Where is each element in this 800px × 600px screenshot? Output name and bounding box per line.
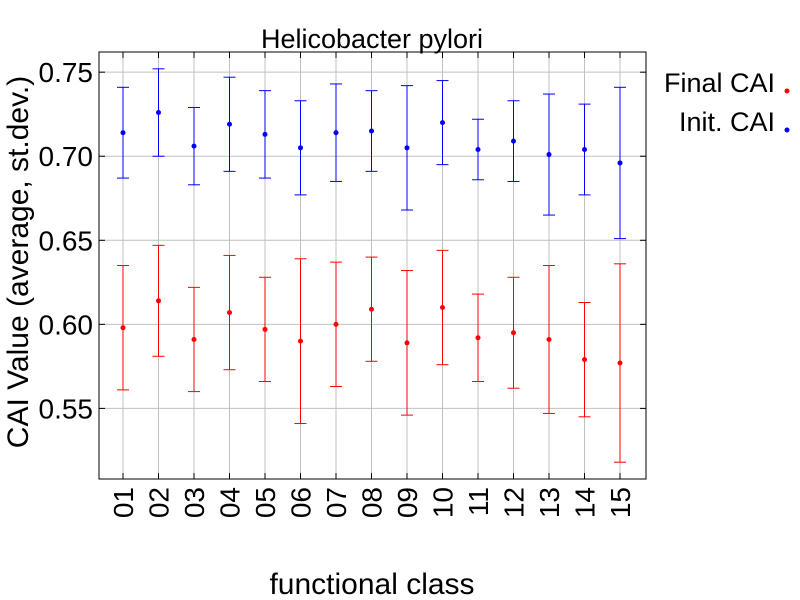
y-axis-label: CAI Value (average, st.dev.) [2, 76, 35, 448]
init-cai-point-07 [333, 130, 339, 136]
x-tick-labels: 01 02 03 04 05 06 07 08 09 10 11 12 13 14 15 [108, 487, 636, 518]
x-tick-label-13: 13 [534, 487, 565, 518]
final-cai-point-02 [156, 298, 161, 304]
x-tick-label-01: 01 [108, 487, 139, 518]
x-axis-label: functional class [269, 568, 474, 600]
final-cai-point-15 [617, 360, 623, 366]
init-cai-point-05 [262, 131, 268, 137]
final-cai-point-11 [475, 335, 481, 341]
x-tick-label-09: 09 [392, 487, 423, 518]
plot-frame [98, 51, 647, 480]
final-cai-point-01 [120, 325, 126, 331]
x-tick-label-10: 10 [428, 487, 459, 518]
init-cai-point-02 [156, 110, 161, 116]
grid [99, 52, 646, 479]
x-tick-label-02: 02 [144, 487, 175, 518]
final-cai-point-13 [546, 336, 552, 342]
init-cai-point-06 [298, 145, 303, 151]
y-tick-label-0.75: 0.75 [39, 57, 94, 88]
init-cai-point-13 [546, 152, 552, 158]
legend: Final CAI Init. CAI [664, 68, 790, 137]
legend-marker-init-cai [784, 127, 790, 133]
init-cai-point-03 [191, 143, 197, 149]
init-cai-point-09 [404, 145, 410, 151]
x-tick-label-08: 08 [357, 487, 388, 518]
init-cai-point-15 [617, 160, 623, 166]
init-cai-point-01 [120, 130, 126, 136]
final-cai-point-14 [582, 357, 587, 363]
x-tick-label-15: 15 [605, 487, 636, 518]
y-tick-label-0.65: 0.65 [39, 225, 94, 256]
x-tick-label-11: 11 [463, 487, 494, 516]
legend-label-init-cai: Init. CAI [679, 107, 775, 137]
y-tick-label-0.55: 0.55 [39, 393, 94, 424]
final-cai-point-04 [227, 310, 232, 316]
x-tick-label-05: 05 [250, 487, 281, 518]
init-cai-point-11 [475, 147, 481, 153]
y-tick-label-0.70: 0.70 [39, 141, 94, 172]
final-cai-point-03 [191, 336, 197, 342]
final-cai-point-08 [369, 306, 374, 312]
init-cai-point-04 [227, 121, 232, 127]
x-tick-label-14: 14 [570, 487, 601, 518]
x-tick-label-04: 04 [215, 487, 246, 518]
x-tick-label-03: 03 [179, 487, 210, 518]
y-tick-label-0.60: 0.60 [39, 309, 94, 340]
final-cai-point-05 [262, 326, 268, 332]
legend-marker-final-cai [784, 88, 790, 94]
chart-title: Helicobacter pylori [261, 24, 483, 54]
legend-label-final-cai: Final CAI [664, 68, 775, 98]
x-tick-label-12: 12 [499, 487, 530, 518]
final-cai-point-12 [511, 330, 516, 336]
y-tick-labels: 0.55 0.60 0.65 0.70 0.75 [39, 57, 94, 424]
init-cai-point-08 [369, 128, 374, 134]
final-cai-point-07 [333, 321, 339, 327]
final-cai-point-06 [298, 338, 303, 344]
final-cai-point-10 [440, 305, 445, 311]
init-cai-point-14 [582, 147, 587, 153]
init-cai-point-10 [440, 120, 445, 126]
final-cai-point-09 [404, 340, 410, 346]
x-tick-label-06: 06 [286, 487, 317, 518]
x-tick-label-07: 07 [321, 487, 352, 518]
init-cai-point-12 [511, 138, 516, 144]
data-marks [117, 68, 626, 463]
